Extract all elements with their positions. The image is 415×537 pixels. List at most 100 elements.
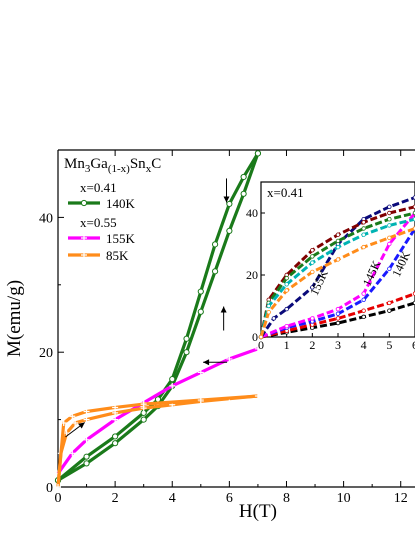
series-85K-line [56,394,259,488]
inset-point-2 [335,311,341,316]
series-85K-point [72,419,79,426]
series-155K-point [197,369,204,376]
inset-point-4 [271,316,277,321]
inset-point-4 [310,285,315,290]
legend-label-155K: 155K [106,231,136,246]
series-140K-point [240,190,247,197]
inset-y-tick-label: 40 [246,206,258,220]
inset-series-8 [259,227,415,338]
x-tick-label: 4 [169,491,176,506]
x-tick-label: 0 [55,491,62,506]
x-tick-label: 10 [337,491,351,506]
series-85K-down-line [56,394,259,488]
legend-marker-155K [81,235,87,241]
series-155K-point [83,436,90,443]
inset-point-7 [335,244,341,250]
legend-group-2: x=0.55 [80,215,117,230]
series-85K-down-point [55,484,61,490]
series-85K-down-point [83,408,90,415]
inset-y-tick-label: 0 [252,330,258,344]
inset-point-1 [361,308,366,313]
x-tick-label: 8 [283,491,290,506]
legend-label-85K: 85K [106,248,129,263]
inset-point-8 [284,288,289,293]
inset-x-tick-label: 4 [361,338,367,352]
inset-point-2 [361,297,366,302]
series-155K-point [169,382,176,389]
inset-point-0 [387,308,392,313]
inset-y-tick-label: 20 [246,268,258,282]
series-140K-point [140,416,147,423]
series-155K-point [69,450,76,457]
inset-point-4 [284,306,289,312]
inset-point-5 [310,247,315,253]
inset-point-8 [335,257,341,262]
inset-point-7 [284,282,289,287]
series-155K-point [254,345,261,352]
series-140K-point [197,308,204,315]
inset-point-6 [387,216,392,222]
series-85K-down-point [254,393,261,400]
series-85K [55,393,261,490]
series-85K-down-point [69,413,76,420]
series-140K-point [83,460,90,467]
legend-group-1: x=0.41 [80,180,117,195]
inset-series-7 [259,217,415,338]
series-85K-down-point [140,401,147,408]
series-140K-down-point [254,150,262,157]
x-tick-label: 2 [112,491,119,506]
x-tick-label: 6 [226,491,233,506]
inset-point-6 [284,275,289,281]
series-85K-down-point [60,419,67,426]
inset-x-tick-label: 5 [386,338,392,352]
y-tick-label: 20 [39,346,53,361]
x-axis-label: H(T) [239,501,277,522]
inset-x-tick-label: 3 [335,338,341,352]
inset-x-tick-label: 2 [309,338,315,352]
series-85K-point [112,409,119,416]
legend-title: Mn3Ga(1-x)SnxC [64,156,161,175]
inset-x-tick-label: 0 [258,338,264,352]
series-140K [54,150,262,484]
inset-point-8 [266,310,271,315]
series-85K-point [63,430,70,437]
inset-point-8 [361,244,366,250]
inset-point-5 [387,210,392,216]
inset-point-2 [387,266,392,271]
direction-arrowhead [223,196,230,203]
series-140K-point [226,227,233,234]
inset-series-6 [259,211,415,338]
inset-point-4 [387,204,392,209]
y-tick-label: 40 [39,211,53,226]
series-85K-down-point [197,397,204,404]
inset-point-0 [335,320,341,326]
inset-point-3 [284,323,289,329]
series-85K-down-point [112,404,119,411]
series-140K-point [211,268,219,275]
series-140K-down-point [197,288,204,295]
direction-arrowhead [220,306,227,313]
inset-point-3 [361,291,366,296]
inset-point-6 [361,226,366,231]
series-155K-point [112,416,119,423]
y-tick-label: 0 [46,481,53,496]
inset-x-tick-label: 1 [284,338,290,352]
inset-series-4 [259,196,415,338]
series-140K-down-point [154,396,162,403]
inset-point-7 [387,223,392,228]
y-axis-label: M(emu/g) [4,280,25,357]
inset-point-1 [387,300,392,306]
inset-point-7 [361,232,366,237]
series-140K-down-point [226,200,233,208]
series-140K-down-point [83,453,90,460]
legend-marker-140K [80,199,88,207]
inset-label: x=0.41 [267,185,304,200]
inset-point-8 [387,235,392,240]
inset-series-5 [259,205,415,338]
inset-point-3 [387,241,392,247]
series-140K-line [57,152,260,482]
inset-point-7 [266,303,271,309]
series-140K-down-point [211,241,219,248]
series-140K-down-point [183,335,190,342]
